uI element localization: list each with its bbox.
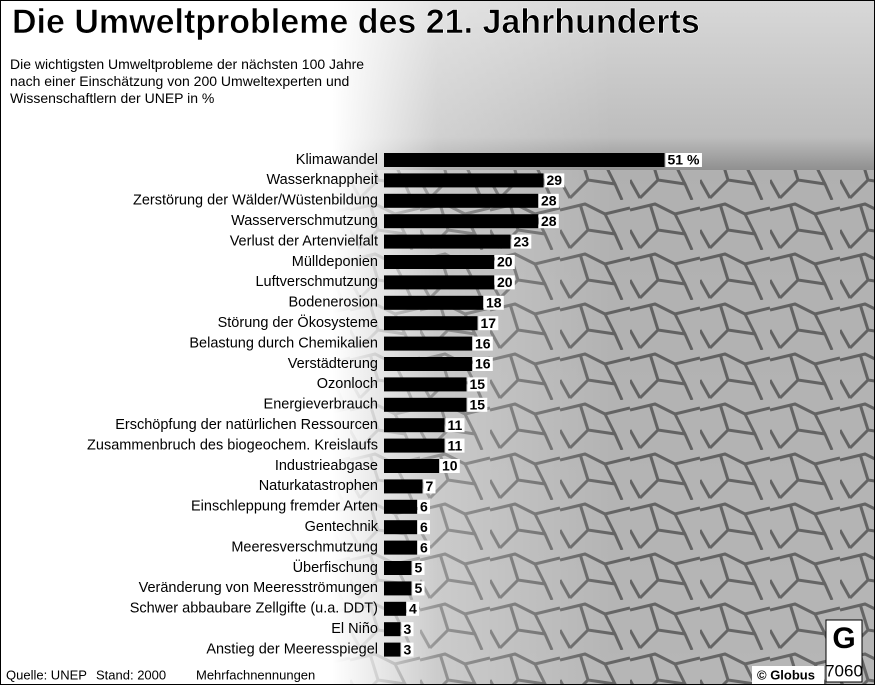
category-label: Verlust der Artenvielfalt xyxy=(230,233,378,249)
category-label: Meeresverschmutzung xyxy=(231,539,378,555)
bar xyxy=(384,643,401,657)
bar xyxy=(384,173,544,187)
bar xyxy=(384,418,445,432)
value-label: 29 xyxy=(547,172,563,188)
value-label: 20 xyxy=(497,274,513,290)
bar xyxy=(384,357,472,371)
bar xyxy=(384,337,472,351)
value-label: 16 xyxy=(475,335,491,351)
value-label: 6 xyxy=(420,499,428,515)
bar xyxy=(384,561,412,575)
bar xyxy=(384,377,467,391)
bar xyxy=(384,153,665,167)
value-label: 7 xyxy=(426,478,434,494)
value-label: 6 xyxy=(420,539,428,555)
bar xyxy=(384,255,494,269)
value-label: 5 xyxy=(415,560,423,576)
category-label: Energieverbrauch xyxy=(264,397,378,413)
bar xyxy=(384,541,417,555)
chart-title: Die Umweltprobleme des 21. Jahrhunderts xyxy=(12,3,700,41)
source: Quelle: UNEP xyxy=(6,667,87,682)
category-label: Wasserverschmutzung xyxy=(231,213,378,229)
value-label: 23 xyxy=(514,233,530,249)
id: 7060 xyxy=(825,661,863,680)
category-label: Gentechnik xyxy=(305,519,379,535)
bar xyxy=(384,316,478,330)
category-label: Mülldeponien xyxy=(292,254,378,270)
category-label: Belastung durch Chemikalien xyxy=(189,335,378,351)
value-label: 3 xyxy=(404,641,412,657)
category-label: Industrieabgase xyxy=(275,458,378,474)
value-label: 28 xyxy=(541,193,557,209)
bar xyxy=(384,520,417,534)
category-label: Wasserknappheit xyxy=(267,172,379,188)
category-label: Anstieg der Meeresspiegel xyxy=(206,641,378,657)
value-label: 10 xyxy=(442,458,458,474)
bar xyxy=(384,194,538,208)
bar xyxy=(384,214,538,228)
bar xyxy=(384,235,511,249)
category-label: Einschleppung fremder Arten xyxy=(191,499,378,515)
value-label: 51 % xyxy=(668,152,700,168)
value-label: 15 xyxy=(470,376,486,392)
value-label: 16 xyxy=(475,356,491,372)
value-label: 17 xyxy=(481,315,497,331)
value-label: 28 xyxy=(541,213,557,229)
bar xyxy=(384,398,467,412)
subtitle-box: Die wichtigsten Umweltprobleme der nächs… xyxy=(10,56,380,136)
bar xyxy=(384,479,423,493)
value-label: 5 xyxy=(415,580,423,596)
value-label: 15 xyxy=(470,397,486,413)
date: Stand: 2000 xyxy=(96,667,166,682)
bar xyxy=(384,459,439,473)
category-label: Zusammenbruch des biogeochem. Kreislaufs xyxy=(87,437,378,453)
category-label: Veränderung von Meeresströmungen xyxy=(139,580,378,596)
note: Mehrfachnennungen xyxy=(196,667,315,682)
value-label: 11 xyxy=(448,437,463,453)
value-label: 18 xyxy=(486,295,502,311)
subtitle: Die wichtigsten Umweltprobleme der nächs… xyxy=(10,56,380,107)
bar xyxy=(384,439,445,453)
bar xyxy=(384,296,483,310)
category-label: Erschöpfung der natürlichen Ressourcen xyxy=(115,417,378,433)
category-label: Luftverschmutzung xyxy=(255,274,378,290)
chart: Die Umweltprobleme des 21. Jahrhunderts … xyxy=(0,0,875,685)
category-label: Naturkatastrophen xyxy=(259,478,378,494)
logo: G xyxy=(832,622,855,655)
value-label: 11 xyxy=(448,417,463,433)
value-label: 6 xyxy=(420,519,428,535)
value-label: 20 xyxy=(497,254,513,270)
category-label: Störung der Ökosysteme xyxy=(218,313,378,331)
category-label: Bodenerosion xyxy=(289,295,379,311)
category-label: El Niño xyxy=(331,621,378,637)
bar xyxy=(384,602,406,616)
bar xyxy=(384,581,412,595)
category-label: Ozonloch xyxy=(317,376,378,392)
category-label: Schwer abbaubare Zellgifte (u.a. DDT) xyxy=(130,601,378,617)
bar xyxy=(384,500,417,514)
bar xyxy=(384,622,401,636)
category-label: Verstädterung xyxy=(288,356,378,372)
value-label: 3 xyxy=(404,621,412,637)
category-label: Zerstörung der Wälder/Wüstenbildung xyxy=(133,193,378,209)
page: Die Umweltprobleme des 21. Jahrhunderts … xyxy=(0,0,875,690)
category-label: Klimawandel xyxy=(296,152,378,168)
bar xyxy=(384,275,494,289)
value-label: 4 xyxy=(409,601,417,617)
category-label: Überfischung xyxy=(293,558,378,576)
credit: © Globus xyxy=(757,667,815,682)
